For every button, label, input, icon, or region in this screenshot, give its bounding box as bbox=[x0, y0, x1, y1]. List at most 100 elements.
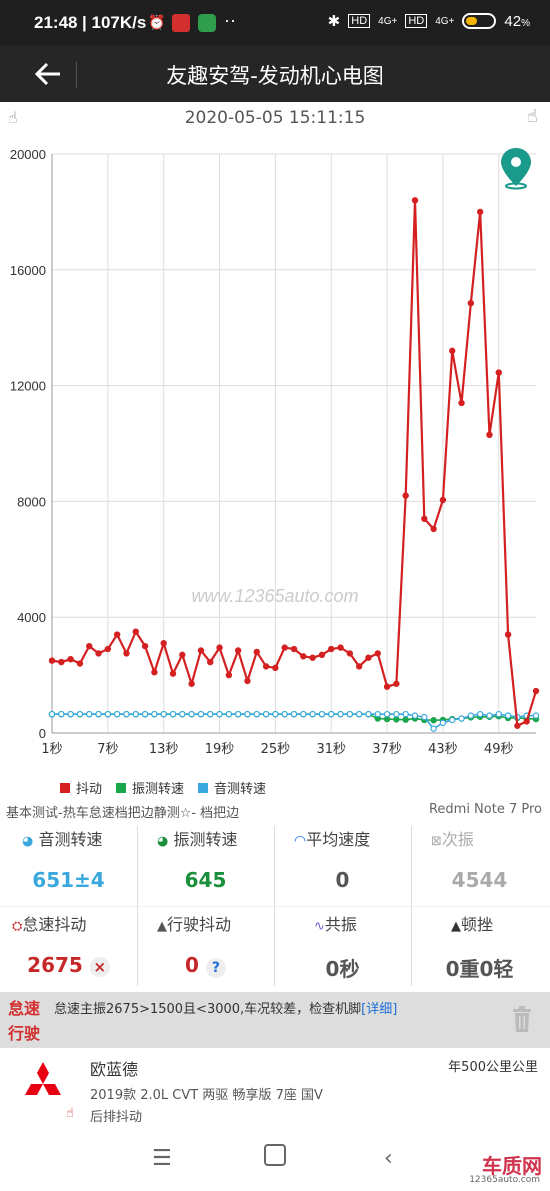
stats-divider-h bbox=[0, 906, 550, 907]
data-point bbox=[365, 710, 372, 718]
signal-icon: 4G+ bbox=[378, 15, 398, 27]
stat-jerk[interactable]: ▲顿挫 0重0轻 bbox=[411, 907, 548, 992]
home-button[interactable] bbox=[264, 1144, 286, 1166]
mitsubishi-logo bbox=[25, 1062, 61, 1095]
engine-icon: ⛭ bbox=[12, 919, 23, 934]
detail-link[interactable]: [详细] bbox=[361, 1002, 398, 1017]
engine-ecg-chart[interactable]: 0 4000 8000 12000 16000 20000 1秒 7秒 13秒 19秒 25秒 31… bbox=[0, 140, 550, 770]
data-point bbox=[504, 712, 512, 719]
location-pin-icon[interactable] bbox=[501, 148, 531, 190]
stat-idle-shake[interactable]: ⛭怠速抖动 2675 × bbox=[0, 907, 137, 992]
pulse-icon: ∿ bbox=[314, 919, 325, 934]
data-point bbox=[346, 710, 354, 718]
data-point bbox=[216, 710, 223, 718]
device-model: Redmi Note 7 Pro bbox=[428, 802, 542, 817]
system-nav-bar: ☰ ‹ bbox=[0, 1128, 550, 1191]
data-point bbox=[495, 710, 502, 718]
legend-swatch-green bbox=[116, 782, 127, 793]
more-dots-icon: ·· bbox=[224, 10, 236, 30]
data-point bbox=[169, 670, 177, 677]
data-point bbox=[123, 710, 130, 718]
stat-value: 2675 × bbox=[0, 953, 137, 977]
data-point bbox=[318, 651, 326, 659]
data-point bbox=[532, 687, 540, 695]
data-point bbox=[467, 712, 475, 719]
data-point bbox=[225, 671, 233, 679]
car-model: 2019款 2.0L CVT 两驱 畅享版 7座 国V bbox=[90, 1088, 323, 1103]
hand-left-icon[interactable]: ☝ bbox=[8, 108, 18, 127]
data-point bbox=[272, 710, 279, 718]
data-point bbox=[58, 710, 65, 718]
data-point bbox=[504, 631, 512, 638]
y-tick-label: 8000 bbox=[17, 494, 46, 509]
hand-right-icon[interactable]: ☝ bbox=[527, 106, 538, 127]
stat-value: 4544 bbox=[451, 868, 508, 892]
data-point bbox=[402, 492, 409, 499]
data-point bbox=[160, 710, 167, 718]
trash-icon[interactable] bbox=[512, 1006, 532, 1032]
stat-value: 0 bbox=[335, 868, 350, 892]
data-point bbox=[188, 680, 195, 687]
data-point bbox=[95, 650, 102, 657]
legend-item-vibration-rpm[interactable]: 振测转速 bbox=[116, 778, 184, 797]
x-tick-label: 19秒 bbox=[205, 742, 235, 757]
legend-item-shake[interactable]: 抖动 bbox=[60, 778, 102, 797]
vibration-icon: ⊠ bbox=[431, 834, 442, 849]
back-nav-icon[interactable]: ‹ bbox=[384, 1146, 393, 1171]
stat-vibration-rpm[interactable]: ◕ 振测转速 645 bbox=[137, 822, 274, 907]
data-point bbox=[411, 712, 419, 719]
data-point bbox=[393, 716, 400, 723]
data-point bbox=[244, 677, 251, 685]
car-mileage: 年500公里公里 bbox=[448, 1060, 538, 1075]
data-point bbox=[207, 658, 214, 666]
stat-avg-speed[interactable]: ◠平均速度 0 bbox=[274, 822, 411, 907]
data-point bbox=[393, 710, 400, 718]
data-point bbox=[253, 710, 260, 718]
stat-secondary-vibration[interactable]: ⊠次振 4544 bbox=[411, 822, 548, 907]
help-badge[interactable]: ? bbox=[205, 958, 226, 978]
x-tick-label: 37秒 bbox=[372, 742, 402, 757]
data-point bbox=[151, 710, 158, 718]
data-point bbox=[411, 197, 419, 204]
alert-message: 怠速主振2675>1500且<3000,车况较差，检查机脚[详细] bbox=[54, 1002, 398, 1017]
data-point bbox=[300, 710, 307, 718]
stat-sound-rpm[interactable]: ◕ 音测转速 651±4 bbox=[0, 822, 137, 907]
data-point bbox=[179, 651, 186, 659]
stat-value: 0 ? bbox=[137, 953, 274, 978]
car-issue: 后排抖动 bbox=[90, 1110, 143, 1125]
y-tick-label: 16000 bbox=[10, 263, 46, 278]
data-point bbox=[337, 644, 344, 651]
legend-swatch-blue bbox=[198, 782, 209, 793]
data-point bbox=[86, 642, 93, 650]
data-point bbox=[439, 496, 447, 504]
series-2 bbox=[48, 710, 540, 732]
x-tick-label: 13秒 bbox=[149, 742, 179, 757]
menu-icon[interactable]: ☰ bbox=[152, 1146, 172, 1171]
stat-driving-shake[interactable]: ▲行驶抖动 0 ? bbox=[137, 907, 274, 992]
app-notification-icon-2 bbox=[198, 14, 216, 32]
chart-watermark: www.12365auto.com bbox=[191, 586, 358, 606]
stat-resonance[interactable]: ∿共振 0秒 bbox=[274, 907, 411, 992]
data-point bbox=[439, 719, 447, 727]
legend-item-sound-rpm[interactable]: 音测转速 bbox=[198, 778, 266, 797]
back-button[interactable] bbox=[32, 58, 64, 90]
data-point bbox=[328, 710, 335, 718]
x-tick-label: 25秒 bbox=[261, 742, 291, 757]
data-point bbox=[188, 710, 195, 718]
speedometer-icon: ◠ bbox=[294, 833, 307, 849]
status-right: ✱ HD 4G+ HD 4G+ 42% bbox=[328, 12, 530, 31]
data-point bbox=[514, 722, 521, 729]
title-bar: 友趣安驾-发动机心电图 bbox=[0, 46, 550, 102]
data-point bbox=[123, 650, 130, 657]
data-point bbox=[132, 710, 139, 718]
hd-icon: HD bbox=[348, 14, 371, 28]
stat-value: 0秒 bbox=[325, 957, 360, 981]
car-info[interactable]: ☝ 欧蓝德 2019款 2.0L CVT 两驱 畅享版 7座 国V 后排抖动 年… bbox=[0, 1048, 550, 1128]
stat-value: 651±4 bbox=[32, 868, 105, 892]
data-point bbox=[300, 653, 307, 660]
data-point bbox=[234, 710, 242, 718]
hand-point-icon: ☝ bbox=[66, 1106, 74, 1121]
data-point bbox=[383, 683, 391, 690]
data-point bbox=[197, 710, 205, 718]
gauge-icon: ◕ bbox=[157, 834, 169, 849]
